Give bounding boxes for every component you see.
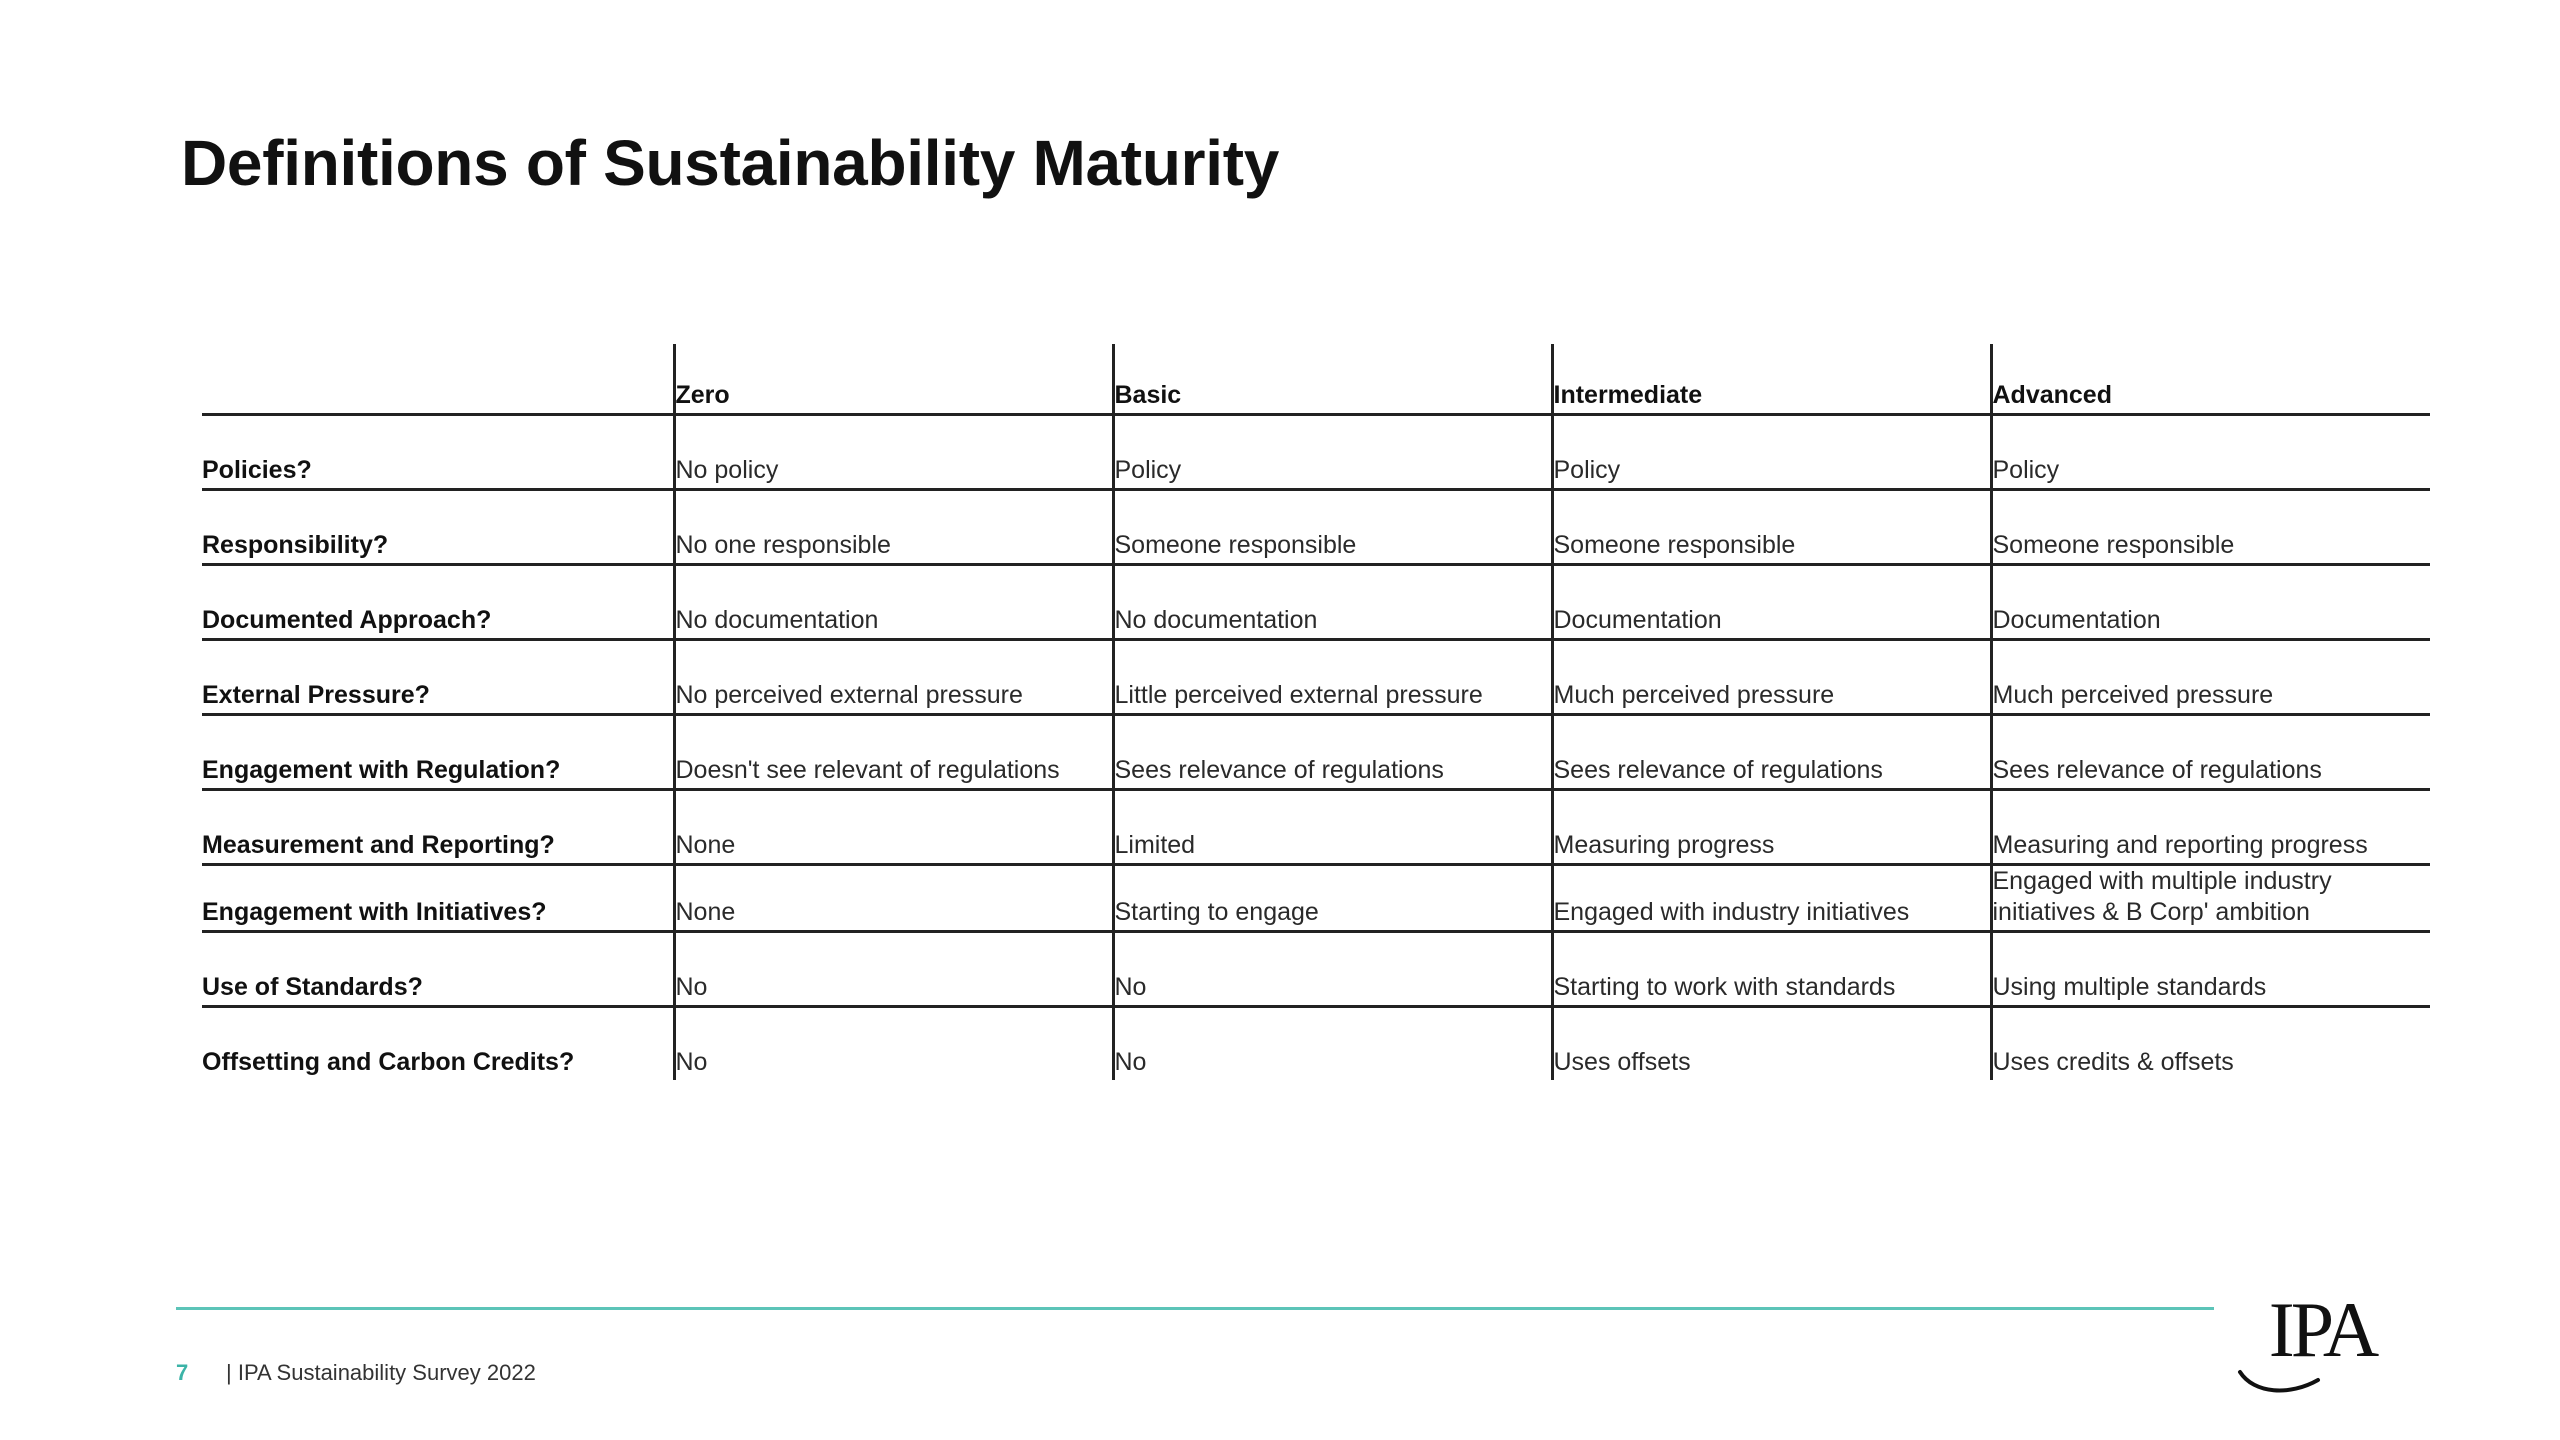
table-cell: Limited bbox=[1111, 789, 1552, 866]
table-cell: Policy bbox=[1111, 414, 1552, 491]
page-number: 7 bbox=[176, 1360, 189, 1385]
table-cell: No perceived external pressure bbox=[672, 639, 1113, 716]
table-cell: Engaged with multiple industry initiativ… bbox=[1989, 864, 2430, 933]
row-label: Engagement with Regulation? bbox=[202, 714, 674, 791]
row-label: Policies? bbox=[202, 414, 674, 491]
row-label: External Pressure? bbox=[202, 639, 674, 716]
row-label: Use of Standards? bbox=[202, 931, 674, 1008]
column-header-basic: Basic bbox=[1111, 344, 1552, 416]
maturity-definitions-table: Zero Basic Intermediate Advanced Policie… bbox=[202, 344, 2430, 1080]
table-row-use-of-standards: Use of Standards? No No Starting to work… bbox=[202, 931, 2430, 1008]
table-cell: Someone responsible bbox=[1989, 489, 2430, 566]
table-cell: Much perceived pressure bbox=[1989, 639, 2430, 716]
row-label: Offsetting and Carbon Credits? bbox=[202, 1048, 575, 1076]
table-row-engagement-initiatives: Engagement with Initiatives? None Starti… bbox=[202, 864, 2430, 933]
header-corner-cell bbox=[202, 344, 674, 416]
row-label: Measurement and Reporting? bbox=[202, 789, 674, 866]
table-cell: No policy bbox=[672, 414, 1113, 491]
table-cell: Documentation bbox=[1550, 564, 1991, 641]
table-cell: No documentation bbox=[672, 564, 1113, 641]
table-cell: Little perceived external pressure bbox=[1111, 639, 1552, 716]
table-row-responsibility: Responsibility? No one responsible Someo… bbox=[202, 489, 2430, 566]
table-header-row: Zero Basic Intermediate Advanced bbox=[202, 344, 2430, 416]
table-row-documented-approach: Documented Approach? No documentation No… bbox=[202, 564, 2430, 641]
table-cell: No one responsible bbox=[672, 489, 1113, 566]
row-label: Responsibility? bbox=[202, 489, 674, 566]
slide-title: Definitions of Sustainability Maturity bbox=[181, 127, 1280, 199]
table-cell: None bbox=[672, 864, 1113, 933]
table-cell: Engaged with industry initiatives bbox=[1550, 864, 1991, 933]
table-cell: Uses credits & offsets bbox=[1989, 1006, 2430, 1080]
table-cell: No bbox=[672, 1006, 1113, 1080]
row-label: Engagement with Initiatives? bbox=[202, 864, 674, 933]
table-cell: Someone responsible bbox=[1550, 489, 1991, 566]
table-cell: Starting to work with standards bbox=[1550, 931, 1991, 1008]
table-row-offsetting-carbon-credits: Offsetting and Carbon Credits? No No Use… bbox=[202, 1006, 2430, 1080]
table-cell: Documentation bbox=[1989, 564, 2430, 641]
table-cell: Much perceived pressure bbox=[1550, 639, 1991, 716]
footer-divider bbox=[176, 1307, 2214, 1310]
table-cell: No documentation bbox=[1111, 564, 1552, 641]
table-cell: Sees relevance of regulations bbox=[1111, 714, 1552, 791]
column-header-intermediate: Intermediate bbox=[1550, 344, 1991, 416]
ipa-logo-text: IPA bbox=[2269, 1290, 2379, 1373]
column-header-advanced: Advanced bbox=[1989, 344, 2430, 416]
table-cell: Doesn't see relevant of regulations bbox=[672, 714, 1113, 791]
table-cell: Starting to engage bbox=[1111, 864, 1552, 933]
table-cell: Using multiple standards bbox=[1989, 931, 2430, 1008]
table-cell: Policy bbox=[1550, 414, 1991, 491]
table-cell: None bbox=[672, 789, 1113, 866]
table-cell: No bbox=[1111, 1006, 1552, 1080]
row-label: Documented Approach? bbox=[202, 564, 674, 641]
table-cell: No bbox=[672, 931, 1113, 1008]
table-row-policies: Policies? No policy Policy Policy Policy bbox=[202, 414, 2430, 491]
table-cell: No bbox=[1111, 931, 1552, 1008]
table-row-external-pressure: External Pressure? No perceived external… bbox=[202, 639, 2430, 716]
table-cell: Sees relevance of regulations bbox=[1989, 714, 2430, 791]
table-cell: Someone responsible bbox=[1111, 489, 1552, 566]
ipa-logo: IPA bbox=[2238, 1290, 2383, 1393]
table-cell: Policy bbox=[1989, 414, 2430, 491]
table-row-engagement-regulation: Engagement with Regulation? Doesn't see … bbox=[202, 714, 2430, 791]
column-header-zero: Zero bbox=[672, 344, 1113, 416]
table-cell: Measuring and reporting progress bbox=[1989, 789, 2430, 866]
table-cell: Sees relevance of regulations bbox=[1550, 714, 1991, 791]
table-cell: Measuring progress bbox=[1550, 789, 1991, 866]
footer-source-text: | IPA Sustainability Survey 2022 bbox=[226, 1360, 536, 1385]
table-cell: Uses offsets bbox=[1550, 1006, 1991, 1080]
table-row-measurement-reporting: Measurement and Reporting? None Limited … bbox=[202, 789, 2430, 866]
logo-swoosh bbox=[2238, 1370, 2320, 1393]
